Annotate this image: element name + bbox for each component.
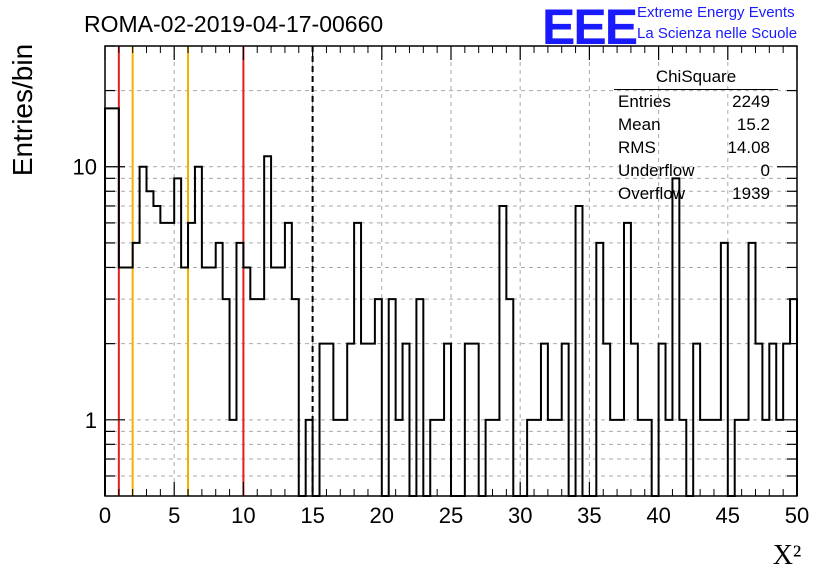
histogram-outline <box>104 107 798 497</box>
x-tick-label: 35 <box>577 503 601 528</box>
x-tick-label: 0 <box>99 503 111 528</box>
stats-value: 1939 <box>732 184 770 203</box>
logo-subtitle-1: Extreme Energy Events <box>637 4 795 21</box>
stats-row: Overflow 1939 <box>610 182 778 205</box>
stats-row: Mean 15.2 <box>610 113 778 136</box>
chart-title: ROMA-02-2019-04-17-00660 <box>84 11 384 37</box>
axis-ticks <box>104 45 798 496</box>
grid <box>105 46 797 496</box>
stats-box: ChiSquare Entries 2249 Mean 15.2 RMS 14.… <box>610 67 778 205</box>
x-tick-label: 40 <box>646 503 670 528</box>
marker-lines <box>117 46 314 496</box>
x-tick-label: 20 <box>370 503 394 528</box>
stats-row: Entries 2249 <box>610 90 778 113</box>
x-tick-label: 15 <box>300 503 324 528</box>
x-tick-label: 10 <box>231 503 255 528</box>
x-axis-label: X² <box>773 540 802 571</box>
stats-title: ChiSquare <box>614 67 778 90</box>
eee-logo: EEE <box>542 0 638 55</box>
y-axis-label: Entries/bin <box>7 44 38 176</box>
x-tick-label: 25 <box>439 503 463 528</box>
x-tick-label: 45 <box>716 503 740 528</box>
stats-value: 14.08 <box>727 138 770 157</box>
stats-label: Overflow <box>618 184 686 203</box>
stats-row: RMS 14.08 <box>610 136 778 159</box>
stats-label: Underflow <box>618 161 695 180</box>
x-tick-label: 50 <box>785 503 809 528</box>
x-tick-label: 5 <box>168 503 180 528</box>
stats-row: Underflow 0 <box>610 159 778 182</box>
y-tick-label: 1 <box>85 408 97 433</box>
stats-value: 0 <box>760 161 770 180</box>
stats-value: 2249 <box>732 92 770 111</box>
logo-subtitle-2: La Scienza nelle Scuole <box>637 25 798 42</box>
y-tick-label: 10 <box>73 155 97 180</box>
stats-label: Mean <box>618 115 661 134</box>
tick-labels: 0 5 10 15 20 25 30 35 40 45 50 1 10 <box>73 155 810 528</box>
stats-label: RMS <box>618 138 656 157</box>
stats-value: 15.2 <box>736 115 770 134</box>
stats-label: Entries <box>618 92 671 111</box>
x-tick-label: 30 <box>508 503 532 528</box>
